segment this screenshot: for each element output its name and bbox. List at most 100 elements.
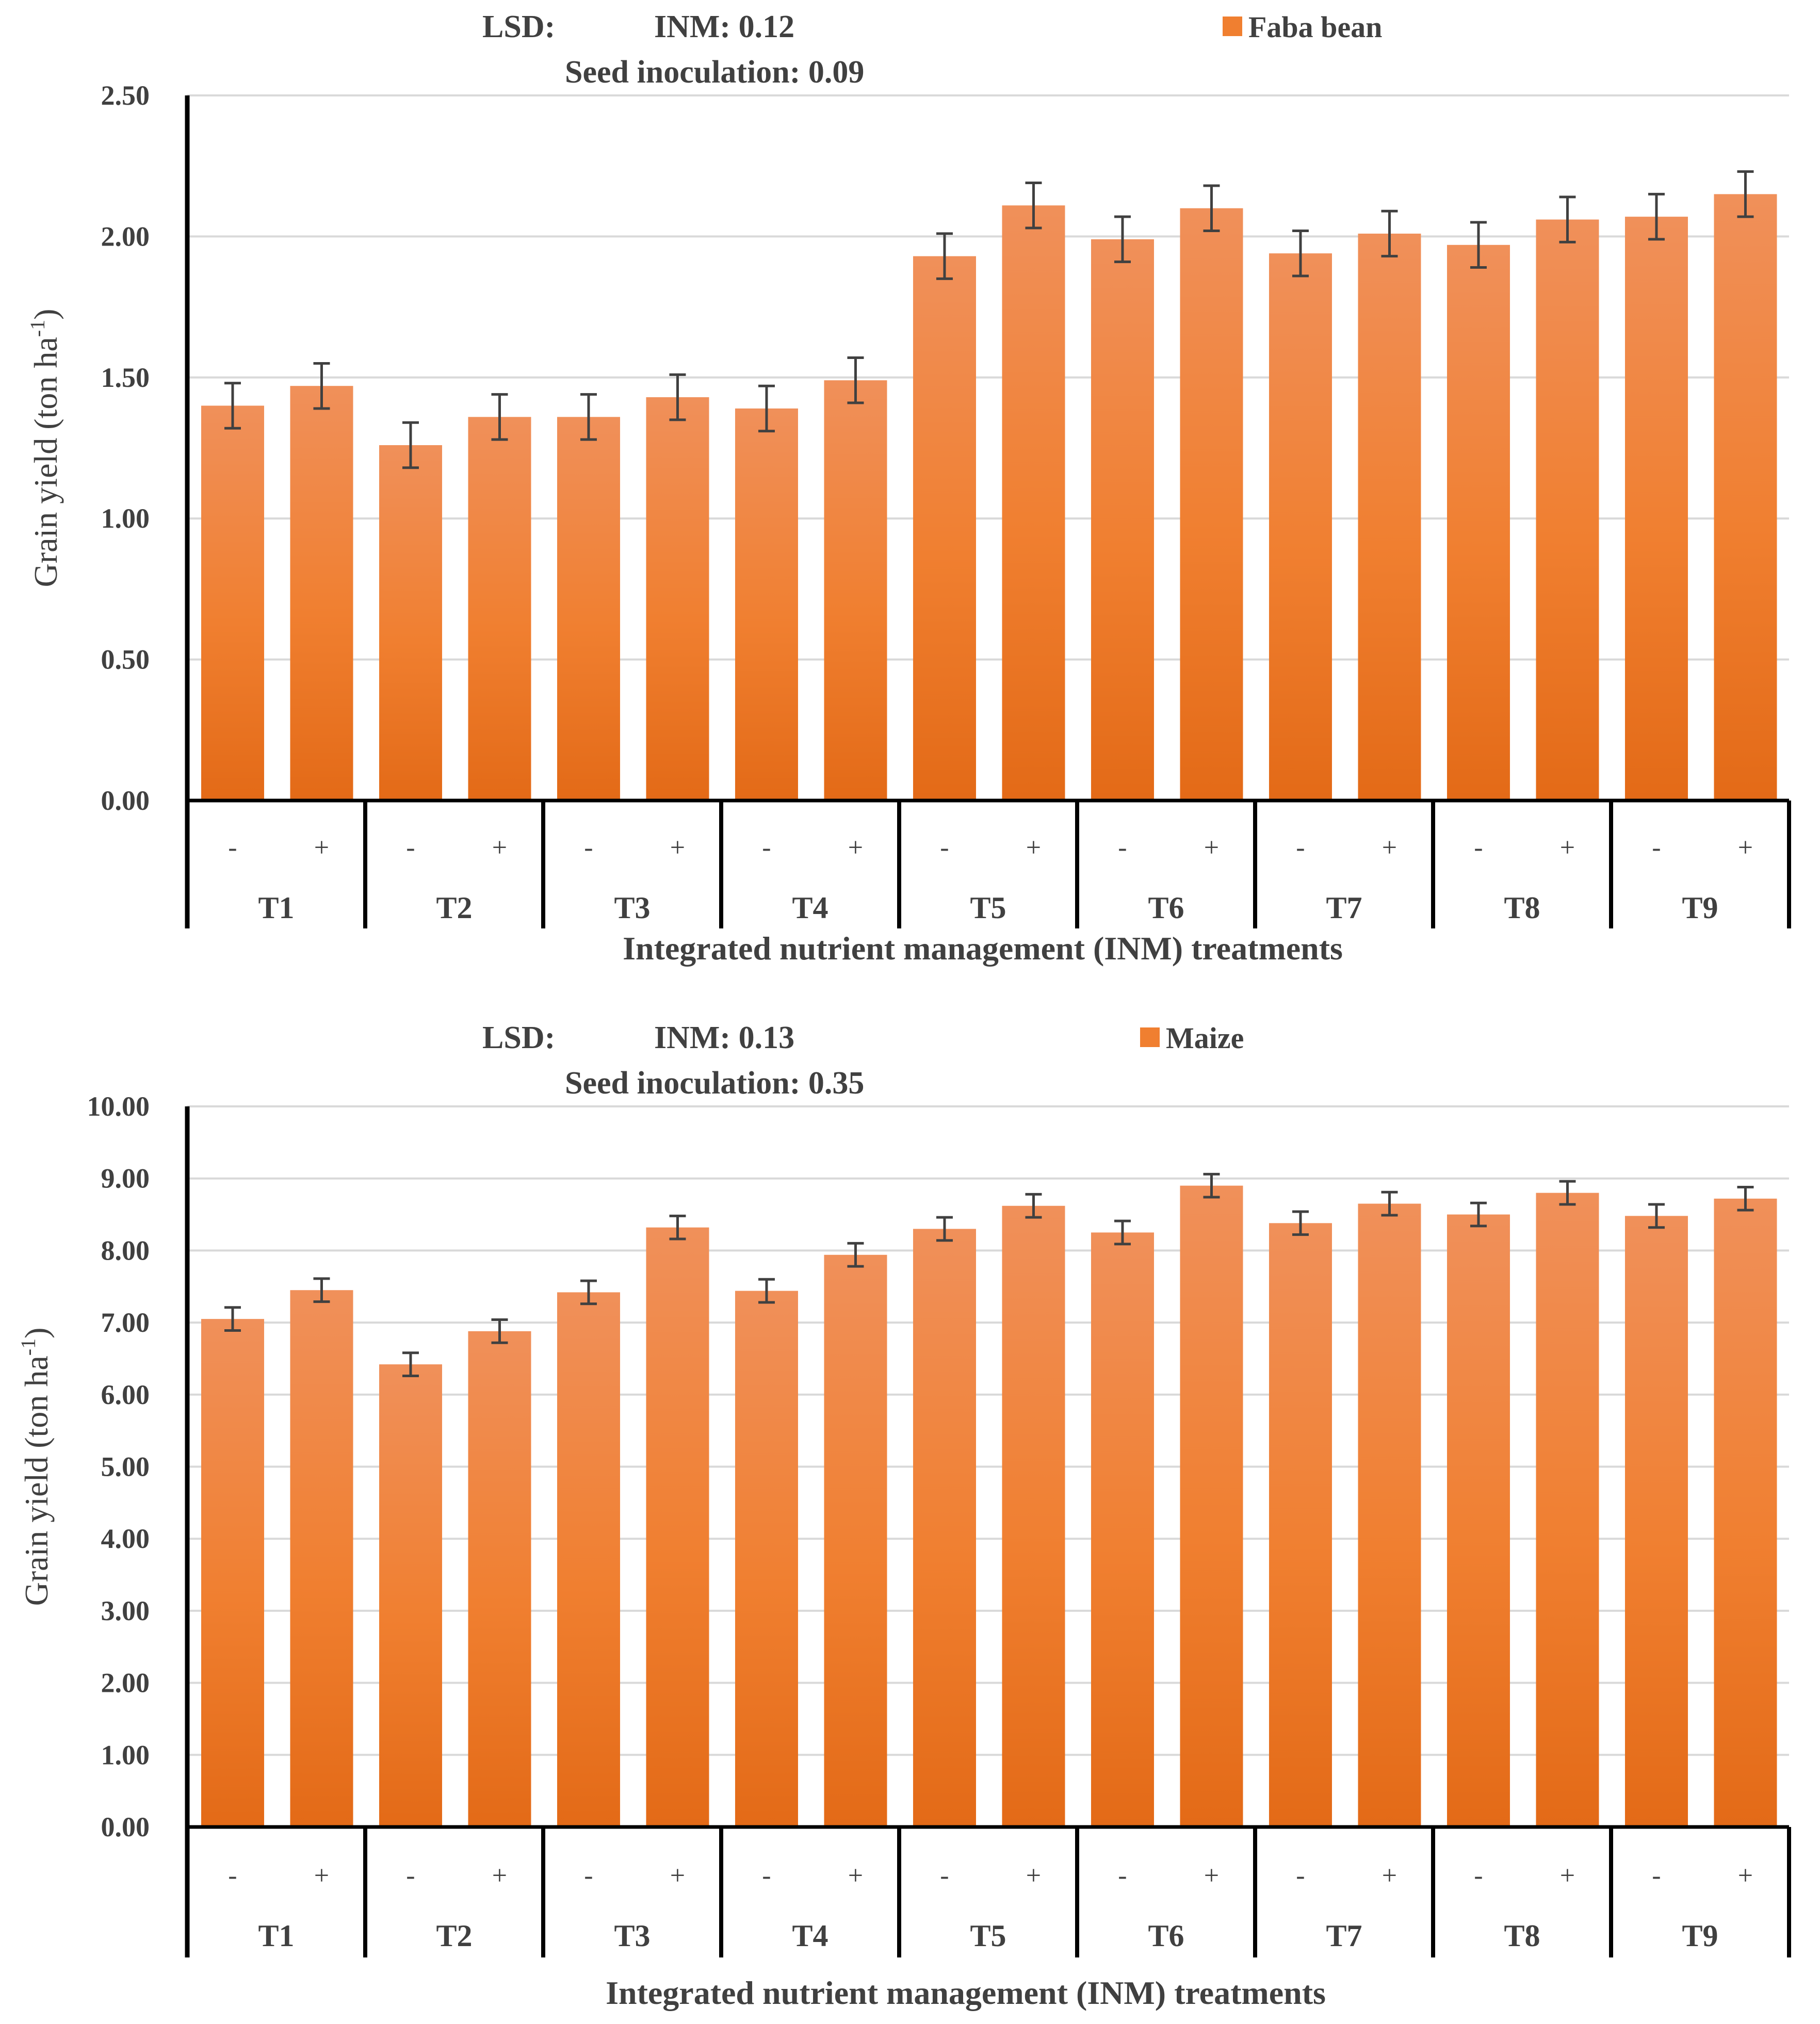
x-axis-title: Integrated nutrient management (INM) tre…: [623, 930, 1343, 967]
inoculation-sign-label: -: [940, 833, 949, 862]
y-tick-label: 9.00: [101, 1163, 150, 1194]
lsd-label: LSD:: [482, 9, 555, 44]
treatment-label: T3: [614, 891, 650, 925]
inoculation-sign-label: +: [1204, 833, 1219, 862]
y-axis-title-end: ): [18, 1328, 55, 1339]
bar: [1447, 1214, 1510, 1827]
legend-label: Faba bean: [1248, 10, 1382, 44]
inoculation-sign-label: -: [1118, 1861, 1127, 1890]
inoculation-sign-label: -: [940, 1861, 949, 1890]
inoculation-sign-label: +: [314, 1861, 329, 1890]
y-tick-label: 0.00: [101, 1811, 150, 1842]
inoculation-sign-label: +: [670, 1861, 685, 1890]
bar: [913, 256, 976, 801]
inoculation-sign-label: +: [1738, 1861, 1753, 1890]
faba-bean-chart-svg: LSD: INM: 0.12 Seed inoculation: 0.09 Faba …: [26, 9, 1791, 967]
bar: [1002, 205, 1065, 801]
inoculation-sign-label: -: [406, 1861, 415, 1890]
legend-swatch: [1223, 17, 1242, 36]
inoculation-sign-label: -: [1652, 833, 1661, 862]
bar: [468, 1331, 531, 1827]
lsd-seed-inoculation-value: Seed inoculation: 0.09: [565, 55, 864, 90]
x-axis-title: Integrated nutrient management (INM) tre…: [606, 1974, 1326, 2011]
bar: [557, 417, 620, 801]
legend-swatch: [1140, 1027, 1160, 1047]
inoculation-sign-label: -: [584, 1861, 593, 1890]
inoculation-sign-label: +: [1026, 833, 1041, 862]
inoculation-sign-label: -: [228, 1861, 237, 1890]
treatment-label: T8: [1504, 1919, 1540, 1953]
inoculation-sign-label: -: [1118, 833, 1127, 862]
bar: [201, 1319, 264, 1827]
faba-bean-chart: LSD: INM: 0.12 Seed inoculation: 0.09 Faba …: [0, 0, 1820, 1011]
bar: [1714, 194, 1777, 801]
y-axis-title-superscript: -1: [26, 320, 49, 337]
y-tick-label: 4.00: [101, 1523, 150, 1554]
y-tick-label: 0.00: [101, 785, 150, 816]
bar: [1536, 1193, 1599, 1827]
treatment-label: T3: [614, 1919, 650, 1953]
treatment-label: T6: [1148, 1919, 1184, 1953]
inoculation-sign-label: -: [1474, 1861, 1483, 1890]
inoculation-sign-label: -: [1652, 1861, 1661, 1890]
inoculation-sign-label: +: [492, 833, 507, 862]
inoculation-sign-label: +: [1204, 1861, 1219, 1890]
treatment-label: T7: [1326, 891, 1362, 925]
inoculation-sign-label: +: [314, 833, 329, 862]
bar: [1358, 233, 1421, 801]
y-tick-label: 2.00: [101, 221, 150, 252]
inoculation-sign-label: +: [492, 1861, 507, 1890]
y-axis-title-end: ): [27, 309, 64, 320]
bar: [290, 386, 353, 801]
y-tick-label: 7.00: [101, 1307, 150, 1338]
bar: [1624, 1216, 1688, 1827]
y-tick-label: 5.00: [101, 1451, 150, 1482]
bar: [1269, 253, 1332, 801]
y-tick-label: 1.00: [101, 503, 150, 534]
treatment-label: T4: [792, 891, 828, 925]
treatment-label: T7: [1326, 1919, 1362, 1953]
bar: [290, 1290, 353, 1827]
bar: [824, 380, 887, 801]
bar: [1180, 1185, 1243, 1827]
bar: [379, 445, 442, 801]
bar: [1091, 239, 1154, 801]
y-tick-label: 1.00: [101, 1739, 150, 1770]
bar: [1447, 244, 1510, 801]
inoculation-sign-label: -: [584, 833, 593, 862]
y-tick-label: 10.00: [87, 1091, 150, 1122]
treatment-label: T2: [436, 1919, 472, 1953]
bar: [646, 397, 709, 801]
inoculation-sign-label: +: [1738, 833, 1753, 862]
y-tick-label: 8.00: [101, 1235, 150, 1266]
y-tick-label: 6.00: [101, 1379, 150, 1410]
y-axis-title-main: Grain yield (ton ha: [27, 337, 64, 587]
y-axis-title-main: Grain yield (ton ha: [18, 1356, 55, 1606]
bar: [1002, 1205, 1065, 1827]
treatment-label: T5: [970, 1919, 1006, 1953]
y-tick-label: 1.50: [101, 362, 150, 393]
inoculation-sign-label: +: [1026, 1861, 1041, 1890]
treatment-label: T5: [970, 891, 1006, 925]
bar: [1358, 1203, 1421, 1827]
inoculation-sign-label: -: [762, 833, 771, 862]
lsd-inm-value: INM: 0.13: [654, 1020, 794, 1055]
bar: [1180, 208, 1243, 801]
y-axis-title-superscript: -1: [17, 1339, 40, 1356]
treatment-label: T9: [1682, 891, 1718, 925]
inoculation-sign-label: +: [1560, 833, 1575, 862]
y-tick-label: 0.50: [101, 644, 150, 675]
maize-chart-svg: LSD: INM: 0.13 Seed inoculation: 0.35 Maize…: [17, 1020, 1791, 2011]
y-axis-title: Grain yield (ton ha-1): [17, 1328, 55, 1606]
bar: [1714, 1198, 1777, 1827]
bar: [1624, 217, 1688, 801]
lsd-inm-value: INM: 0.12: [654, 9, 794, 44]
treatment-label: T4: [792, 1919, 828, 1953]
bar: [1269, 1223, 1332, 1827]
inoculation-sign-label: +: [1382, 1861, 1397, 1890]
bar: [468, 417, 531, 801]
y-axis-title: Grain yield (ton ha-1): [26, 309, 64, 587]
inoculation-sign-label: +: [1382, 833, 1397, 862]
inoculation-sign-label: -: [762, 1861, 771, 1890]
maize-chart: LSD: INM: 0.13 Seed inoculation: 0.35 Maize…: [0, 1011, 1820, 2021]
